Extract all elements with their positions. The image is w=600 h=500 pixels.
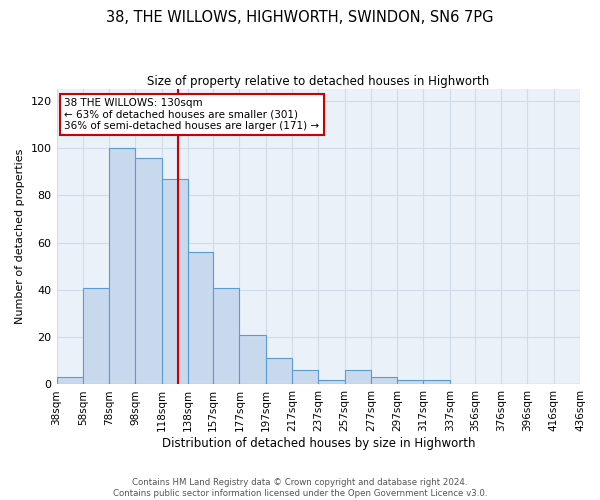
Bar — [162, 179, 188, 384]
Bar — [213, 288, 239, 384]
Bar — [266, 358, 292, 384]
Bar — [397, 380, 424, 384]
Bar — [371, 378, 397, 384]
Text: 38, THE WILLOWS, HIGHWORTH, SWINDON, SN6 7PG: 38, THE WILLOWS, HIGHWORTH, SWINDON, SN6… — [106, 10, 494, 25]
Y-axis label: Number of detached properties: Number of detached properties — [15, 149, 25, 324]
Bar — [136, 158, 162, 384]
Bar — [318, 380, 344, 384]
Bar — [239, 335, 266, 384]
Bar — [188, 252, 213, 384]
Bar — [83, 288, 109, 384]
Bar — [292, 370, 318, 384]
Title: Size of property relative to detached houses in Highworth: Size of property relative to detached ho… — [147, 75, 490, 88]
Bar — [344, 370, 371, 384]
Bar — [109, 148, 136, 384]
Bar — [56, 378, 83, 384]
X-axis label: Distribution of detached houses by size in Highworth: Distribution of detached houses by size … — [161, 437, 475, 450]
Bar — [424, 380, 450, 384]
Text: 38 THE WILLOWS: 130sqm
← 63% of detached houses are smaller (301)
36% of semi-de: 38 THE WILLOWS: 130sqm ← 63% of detached… — [64, 98, 320, 131]
Text: Contains HM Land Registry data © Crown copyright and database right 2024.
Contai: Contains HM Land Registry data © Crown c… — [113, 478, 487, 498]
